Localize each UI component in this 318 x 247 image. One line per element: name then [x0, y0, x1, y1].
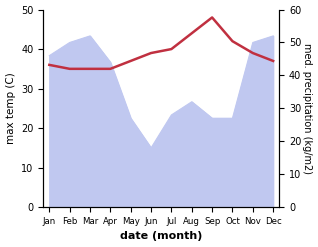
Y-axis label: max temp (C): max temp (C)	[5, 72, 16, 144]
X-axis label: date (month): date (month)	[120, 231, 203, 242]
Y-axis label: med. precipitation (kg/m2): med. precipitation (kg/m2)	[302, 43, 313, 174]
